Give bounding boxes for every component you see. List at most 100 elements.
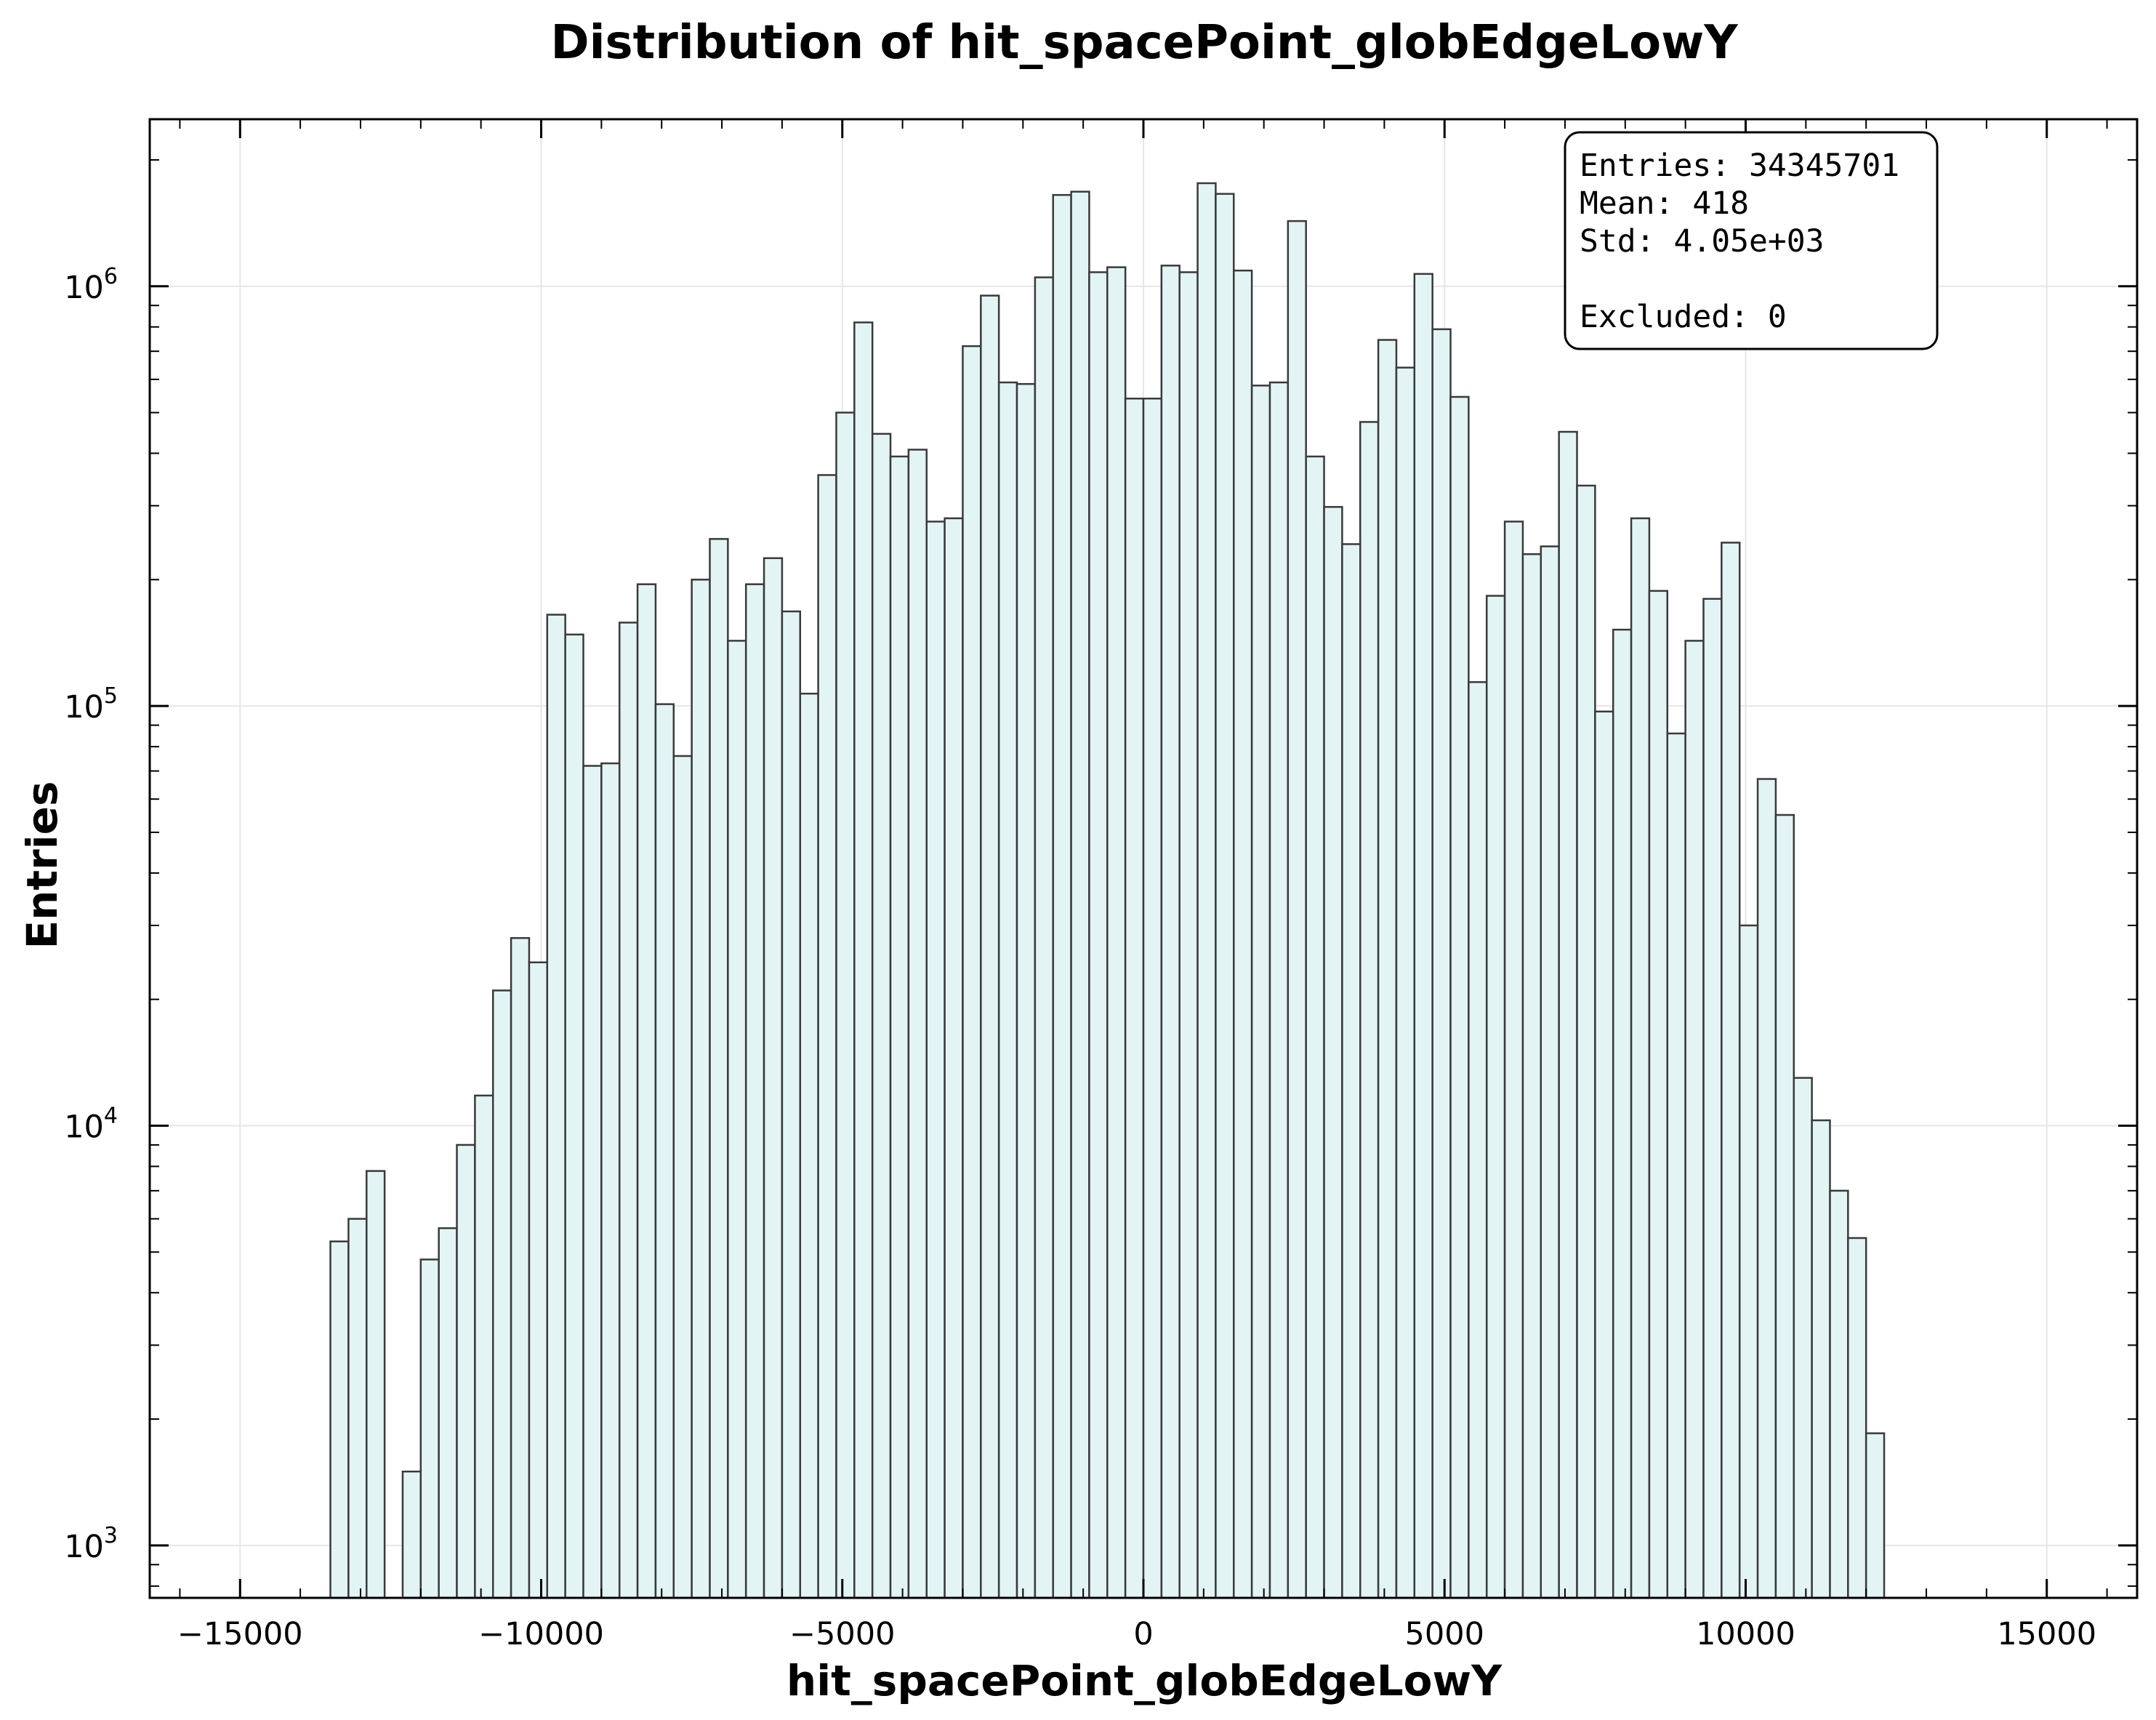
stats-std: Std: 4.05e+03 [1580, 223, 1825, 260]
histogram-bar [1106, 266, 1127, 1599]
histogram-bar [1305, 455, 1325, 1599]
histogram-bar [1865, 1432, 1886, 1599]
histogram-bar [907, 449, 928, 1599]
histogram-bar [1721, 542, 1741, 1599]
histogram-bar [1215, 193, 1235, 1599]
histogram-bar [654, 703, 675, 1599]
x-axis-label: hit_spacePoint_globEdgeLowY [787, 1656, 1503, 1705]
histogram-bar [1287, 220, 1307, 1599]
histogram-bar [1015, 382, 1037, 1599]
histogram-bar [1485, 595, 1506, 1599]
histogram-bar [1359, 421, 1380, 1599]
histogram-bar [1413, 273, 1433, 1599]
histogram-bar [1594, 710, 1614, 1599]
histogram-bar [871, 433, 892, 1599]
histogram-bar [456, 1144, 476, 1599]
histogram-bar [636, 583, 657, 1599]
histogram-bar [1377, 339, 1398, 1599]
stats-box: Entries: 34345701 Mean: 418 Std: 4.05e+0… [1564, 131, 1939, 350]
histogram-bar [564, 633, 584, 1599]
histogram-bar [1196, 182, 1217, 1599]
histogram-bar [1738, 924, 1759, 1599]
histogram-bar [1268, 381, 1290, 1599]
histogram-bar [799, 692, 819, 1599]
histogram-bar [1395, 366, 1416, 1599]
y-tick-label: 106 [64, 264, 118, 306]
histogram-bar [329, 1240, 350, 1599]
x-tick-label: 10000 [1696, 1616, 1795, 1652]
histogram-bar [889, 455, 910, 1599]
histogram-bar [1774, 813, 1795, 1599]
histogram-bar [1468, 681, 1488, 1599]
histogram-bar [944, 517, 964, 1599]
histogram-bar [528, 961, 549, 1599]
histogram-bars [329, 182, 1886, 1599]
histogram-bar [1160, 265, 1180, 1599]
stats-excluded: Excluded: 0 [1580, 299, 1787, 335]
histogram-bar [727, 640, 747, 1599]
x-tick-label: 5000 [1405, 1616, 1484, 1652]
histogram-bar [672, 755, 693, 1599]
histogram-bar [419, 1258, 440, 1599]
histogram-bar [962, 345, 982, 1599]
x-tick-labels: −15000 −10000 −5000 0 5000 10000 15000 [177, 1616, 2096, 1652]
stats-entries: Entries: 34345701 [1580, 148, 1899, 184]
histogram-bar [582, 765, 603, 1599]
histogram-bar [925, 521, 946, 1599]
histogram-bar [1052, 193, 1072, 1599]
histogram-bar [853, 321, 874, 1599]
x-tick-label: −10000 [478, 1616, 604, 1652]
histogram-bar [763, 557, 784, 1599]
histogram-bar [1341, 543, 1361, 1599]
histogram-bar [546, 614, 566, 1599]
histogram-bar [600, 762, 621, 1599]
histogram-bar [347, 1218, 368, 1599]
histogram-bar [1540, 545, 1560, 1599]
y-tick-label: 105 [64, 683, 118, 726]
histogram-bar [744, 583, 765, 1599]
histogram-bar [1648, 590, 1669, 1599]
histogram-bar [366, 1170, 386, 1599]
histogram-bar [1793, 1077, 1813, 1599]
histogram-bar [491, 989, 512, 1599]
histogram-bar [1521, 553, 1542, 1599]
y-tick-labels: 103 104 105 106 [64, 264, 118, 1565]
histogram-bar [1576, 484, 1596, 1599]
histogram-bar [1431, 328, 1452, 1599]
histogram-bar [1503, 521, 1524, 1599]
y-tick-label: 104 [64, 1103, 118, 1145]
histogram-bar [1124, 398, 1145, 1599]
x-tick-label: −15000 [177, 1616, 303, 1652]
histogram-bar [1811, 1119, 1831, 1599]
histogram-bar [1756, 778, 1777, 1599]
histogram-bar [709, 538, 729, 1599]
histogram-bar [835, 411, 856, 1599]
histogram-bar [1070, 190, 1090, 1599]
histogram-bar [1088, 271, 1109, 1599]
histogram-bar [401, 1470, 422, 1599]
histogram-bar [438, 1227, 458, 1599]
y-tick-label: 103 [64, 1523, 118, 1565]
stats-mean: Mean: 418 [1580, 185, 1749, 222]
histogram-bar [1829, 1189, 1849, 1599]
histogram-bar [1847, 1237, 1867, 1599]
histogram-bar [1558, 430, 1578, 1599]
histogram-bar [781, 610, 802, 1599]
x-tick-label: −5000 [789, 1616, 895, 1652]
histogram-bar [1233, 269, 1253, 1599]
axis-ticks [150, 119, 2137, 1598]
histogram-bar [1630, 517, 1651, 1599]
chart-title: Distribution of hit_spacePoint_globEdgeL… [550, 16, 1738, 70]
histogram-bar [1034, 276, 1054, 1599]
stats-box-frame [1564, 131, 1939, 350]
histogram-bar [1323, 506, 1343, 1599]
histogram-bar [1449, 395, 1470, 1599]
histogram-bar [1702, 598, 1723, 1599]
histogram-bar [1666, 732, 1686, 1599]
histogram-bar [510, 937, 531, 1599]
x-tick-label: 15000 [1997, 1616, 2096, 1652]
histogram-bar [997, 381, 1018, 1599]
histogram-bar [817, 474, 837, 1599]
x-tick-label: 0 [1133, 1616, 1153, 1652]
histogram-bar [474, 1094, 494, 1599]
